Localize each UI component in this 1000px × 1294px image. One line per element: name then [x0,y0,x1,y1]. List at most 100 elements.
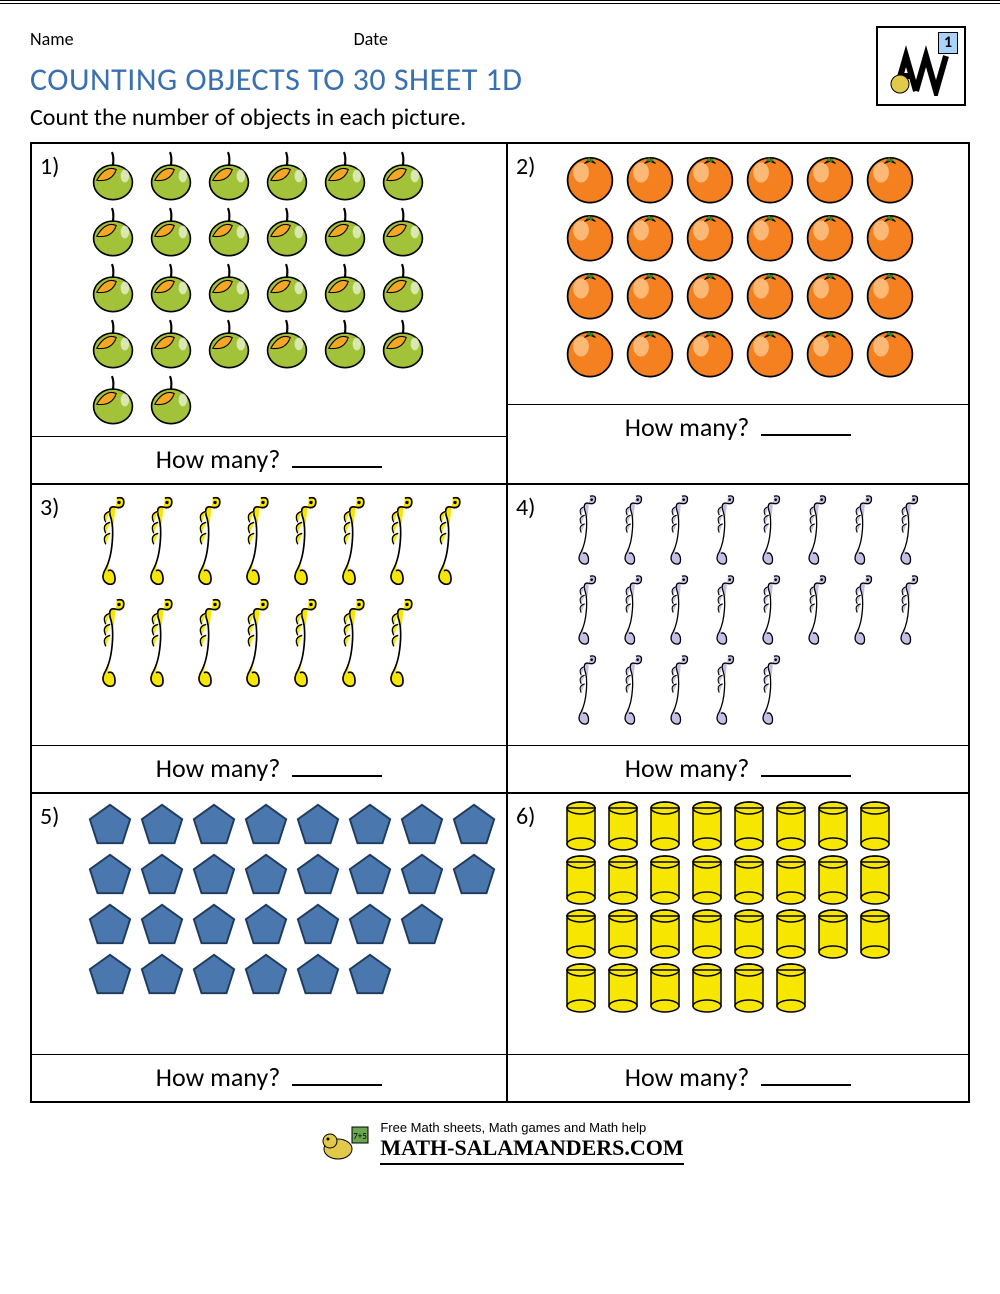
cylinder-icon [604,854,642,906]
object-row [86,318,430,372]
pentagon-icon [346,950,394,998]
object-row [86,900,446,948]
seahorse_purple-icon [654,571,696,649]
seahorse_yellow-icon [278,593,322,693]
cylinder-icon [814,854,852,906]
question-cell: 2) [507,143,969,484]
object-row [562,491,926,569]
seahorse_yellow-icon [86,593,130,693]
seahorse_purple-icon [608,651,650,729]
apple-icon [86,206,140,260]
seahorse_yellow-icon [182,491,226,591]
apple-icon [202,262,256,316]
orange-icon [622,150,678,206]
pentagon-icon [86,950,134,998]
seahorse_purple-icon [562,491,604,569]
seahorse_yellow-icon [86,491,130,591]
orange-icon [622,266,678,322]
apple-icon [86,318,140,372]
pentagon-icon [346,900,394,948]
seahorse_yellow-icon [278,491,322,591]
salamander-icon: 7+5 [316,1117,370,1167]
object-row [86,593,418,693]
objects-area [560,150,960,396]
pentagon-icon [242,800,290,848]
orange-icon [682,150,738,206]
cylinder-icon [562,908,600,960]
seahorse_purple-icon [792,491,834,569]
orange-icon [562,266,618,322]
answer-blank[interactable] [292,775,382,777]
question-number: 1) [40,150,84,428]
pentagon-icon [242,850,290,898]
question-cell: 5) [31,793,507,1102]
orange-icon [802,208,858,264]
orange-icon [742,324,798,380]
object-row [562,651,788,729]
orange-icon [862,150,918,206]
seahorse_purple-icon [700,491,742,569]
apple-icon [318,150,372,204]
pentagon-icon [190,850,238,898]
cylinder-icon [856,854,894,906]
cylinder-icon [604,962,642,1014]
answer-blank[interactable] [761,775,851,777]
footer-brand: MATH-SALAMANDERS.COM [380,1135,683,1165]
cylinder-icon [814,800,852,852]
apple-icon [318,262,372,316]
cylinder-icon [646,854,684,906]
answer-row: How many? [32,436,506,483]
seahorse_purple-icon [746,491,788,569]
pentagon-icon [86,900,134,948]
answer-blank[interactable] [761,434,851,436]
page-subtitle: Count the number of objects in each pict… [30,103,970,132]
cylinder-icon [730,800,768,852]
question-number: 5) [40,800,84,1046]
seahorse_yellow-icon [374,593,418,693]
answer-row: How many? [508,745,968,792]
question-number: 6) [516,800,560,1046]
svg-text:7+5: 7+5 [354,1131,368,1142]
object-row [562,854,894,906]
object-row [562,571,926,649]
seahorse_purple-icon [654,651,696,729]
answer-blank[interactable] [761,1084,851,1086]
apple-icon [376,150,430,204]
cylinder-icon [688,854,726,906]
objects-area [560,800,960,1046]
seahorse_purple-icon [746,571,788,649]
object-row [86,262,430,316]
orange-icon [562,150,618,206]
answer-blank[interactable] [292,466,382,468]
pentagon-icon [294,850,342,898]
objects-area [560,491,960,737]
object-row [86,374,198,428]
orange-icon [682,208,738,264]
pentagon-icon [450,850,498,898]
object-row [562,324,918,380]
seahorse_purple-icon [608,491,650,569]
cylinder-icon [562,800,600,852]
pentagon-icon [138,850,186,898]
orange-icon [802,324,858,380]
seahorse_yellow-icon [374,491,418,591]
orange-icon [682,266,738,322]
apple-icon [86,374,140,428]
answer-row: How many? [32,745,506,792]
apple-icon [144,374,198,428]
seahorse_purple-icon [700,571,742,649]
seahorse_yellow-icon [182,593,226,693]
orange-icon [682,324,738,380]
apple-icon [144,262,198,316]
seahorse_purple-icon [654,491,696,569]
orange-icon [742,208,798,264]
question-number: 3) [40,491,84,737]
question-cell: 4) [507,484,969,793]
orange-icon [742,150,798,206]
answer-blank[interactable] [292,1084,382,1086]
seahorse_purple-icon [700,651,742,729]
apple-icon [260,150,314,204]
apple-icon [376,262,430,316]
object-row [86,800,498,848]
seahorse_yellow-icon [326,593,370,693]
